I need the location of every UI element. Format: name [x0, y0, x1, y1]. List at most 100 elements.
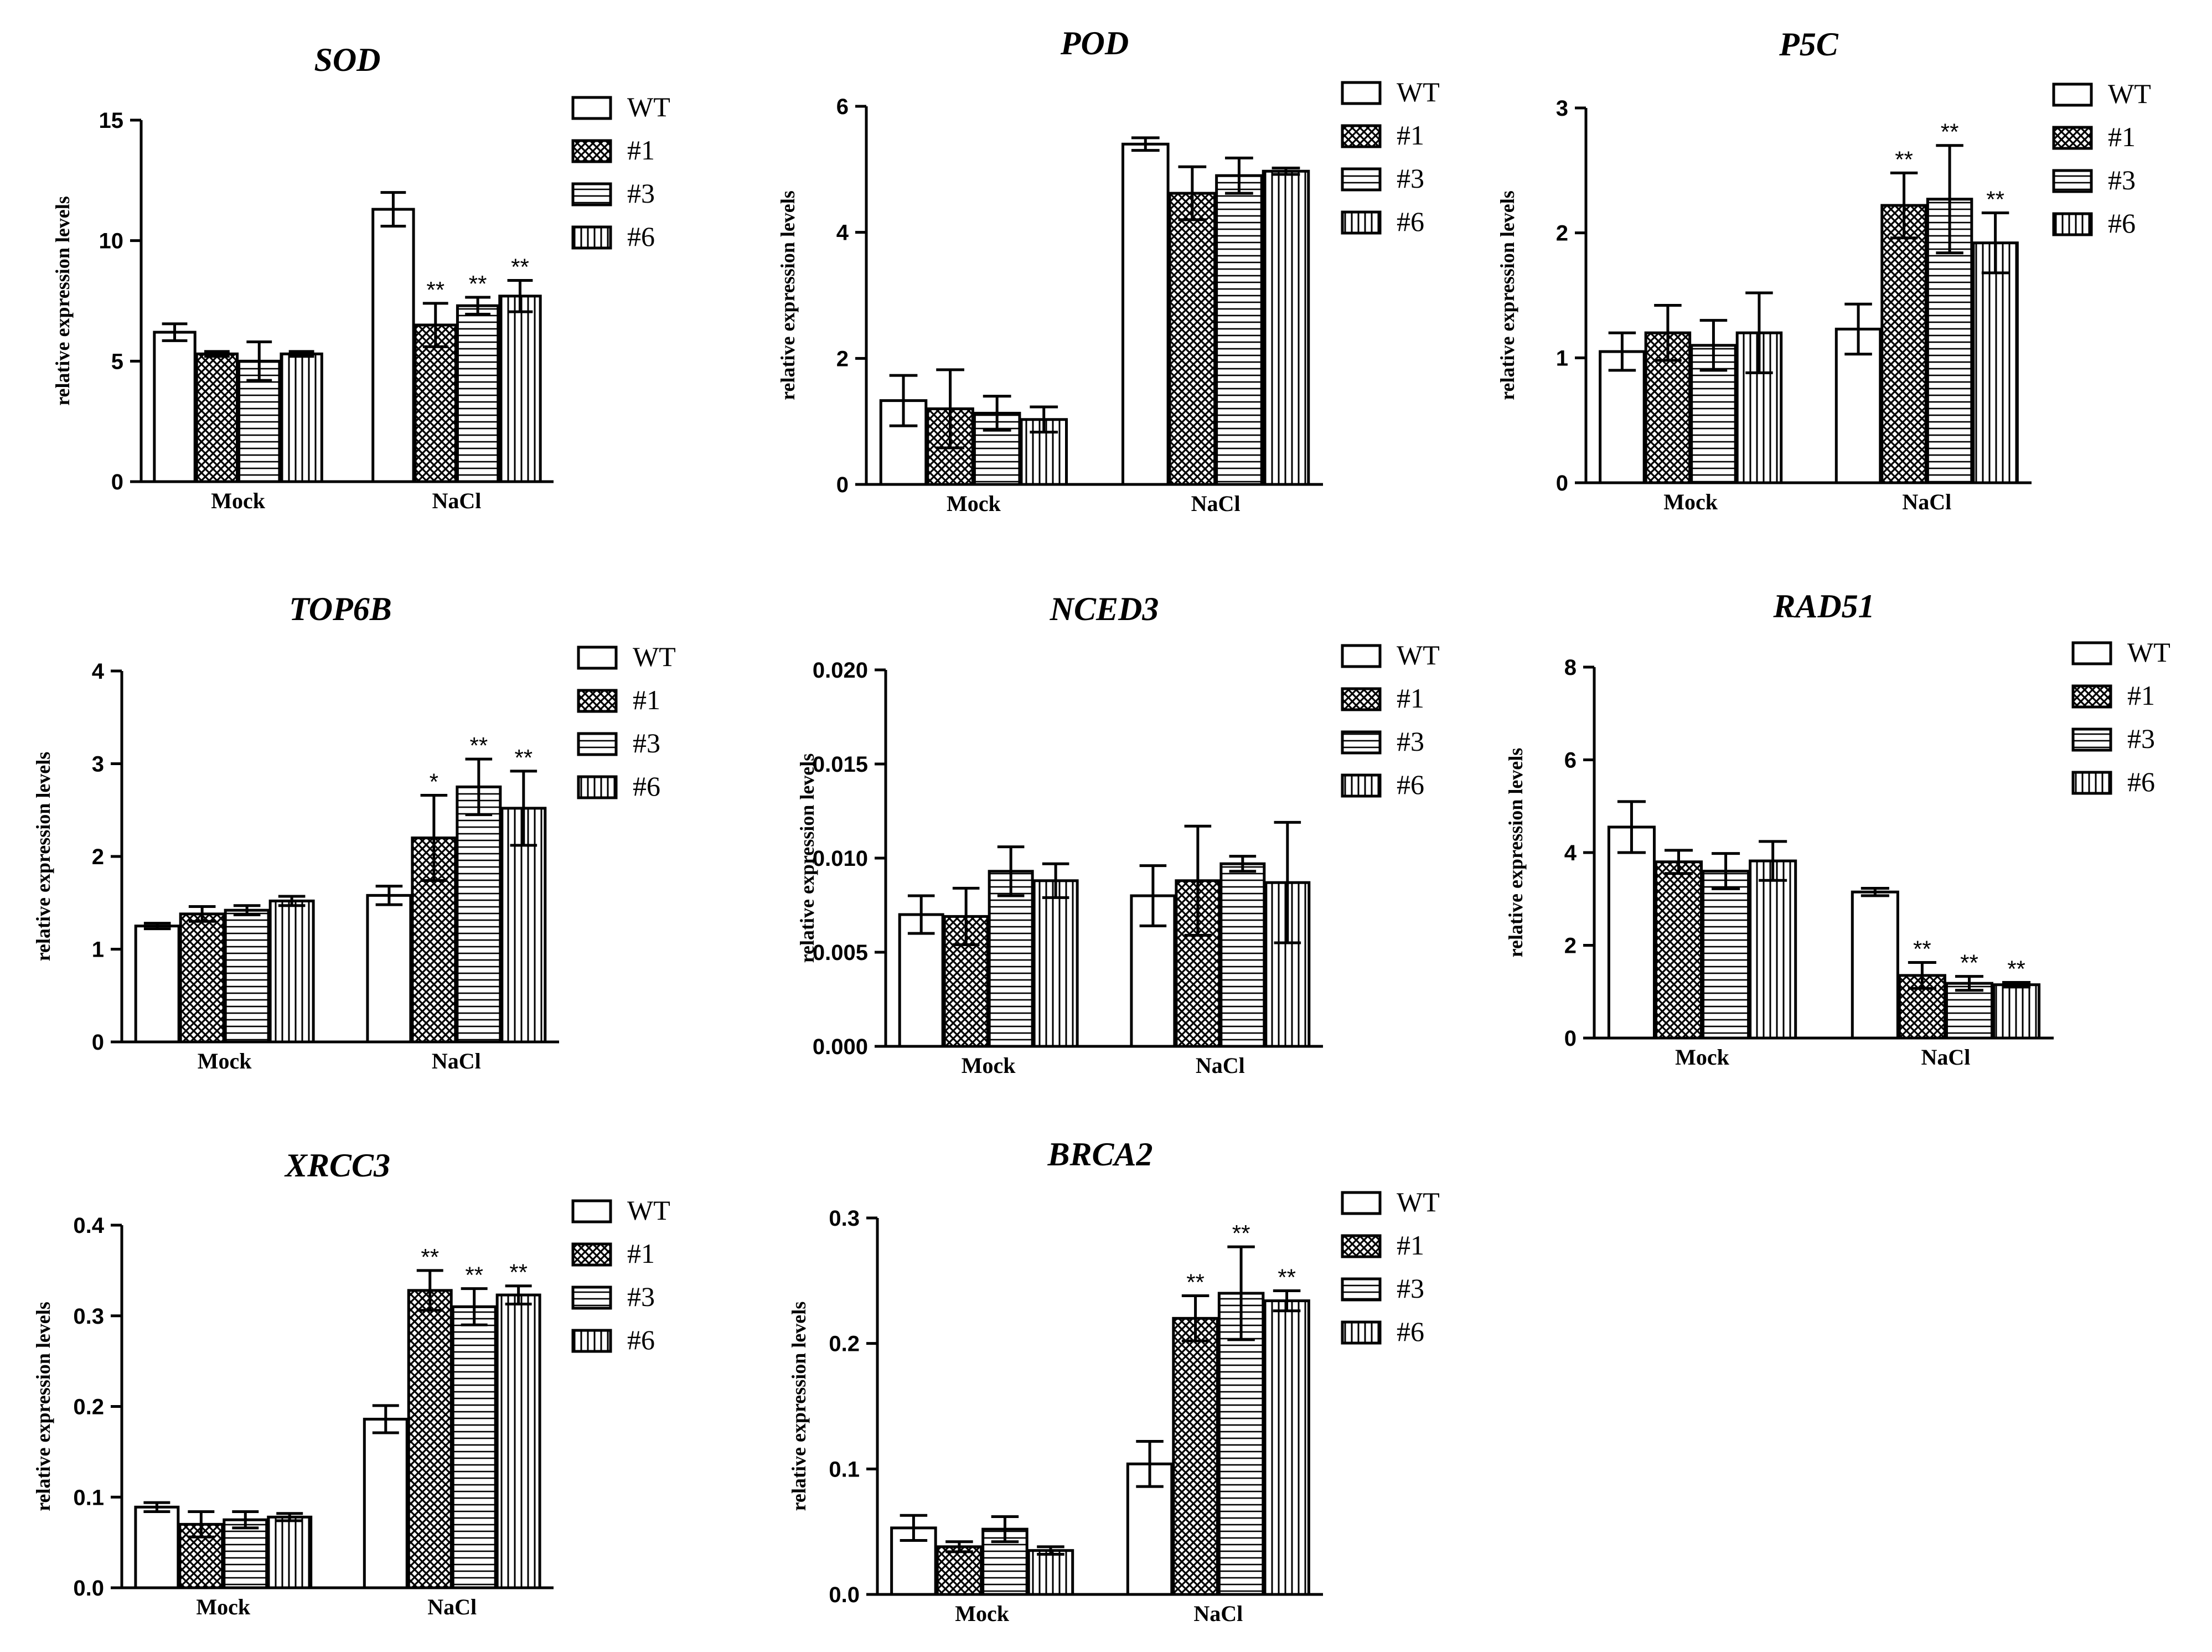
legend-swatch-1 — [1341, 1234, 1382, 1258]
legend-swatch-6 — [2052, 212, 2093, 236]
legend-swatch-1 — [1341, 687, 1382, 711]
legend-label: #1 — [2127, 680, 2155, 711]
legend-swatch-wt — [577, 646, 618, 670]
legend-label: #1 — [627, 135, 655, 166]
legend-label: #6 — [627, 1324, 655, 1355]
x-category-label: NaCl — [427, 1594, 477, 1619]
y-tick-label: 0.2 — [73, 1395, 104, 1419]
y-axis-label: relative expression levels — [796, 753, 818, 963]
y-tick-label: 8 — [1564, 655, 1577, 680]
chart-title: NCED3 — [1050, 591, 1159, 627]
bar-mock-wt — [1607, 825, 1656, 1040]
legend-label: #3 — [633, 727, 660, 758]
chart-panel-top6b: TOP6B relative expression levels 0 1 2 3 4 Mock… — [32, 591, 676, 1073]
legend-label: WT — [1397, 639, 1440, 670]
significance-label: * — [430, 768, 438, 794]
x-category-label: NaCl — [432, 1049, 481, 1073]
bar-mock-wt — [898, 913, 944, 1048]
bar-nacl-1 — [1880, 204, 1927, 484]
chart-legend: WT #1 #3 #6 — [571, 91, 670, 252]
legend-swatch-wt — [2071, 641, 2112, 665]
legend-swatch-wt — [2052, 82, 2093, 107]
bar-nacl-3 — [1217, 1292, 1265, 1596]
significance-label: ** — [2007, 956, 2025, 982]
chart-panel-brca2: BRCA2 relative expression levels 0.0 0.1 0.2… — [788, 1136, 1440, 1626]
bar-nacl-3 — [456, 304, 500, 483]
chart-legend: WT #1 #3 #6 — [577, 641, 676, 802]
significance-label: ** — [1186, 1269, 1205, 1295]
legend-swatch-1 — [571, 1242, 612, 1267]
legend-label: #3 — [2108, 164, 2136, 195]
legend-swatch-wt — [571, 96, 612, 120]
legend-swatch-1 — [1341, 124, 1382, 148]
y-tick-label: 3 — [1556, 96, 1568, 121]
legend-swatch-wt — [1341, 1191, 1382, 1215]
legend-swatch-1 — [571, 139, 612, 163]
bar-mock-1 — [1654, 860, 1703, 1040]
y-tick-label: 2 — [92, 845, 104, 869]
significance-label: ** — [514, 745, 533, 771]
x-category-label: Mock — [198, 1049, 252, 1073]
legend-label: WT — [633, 641, 676, 672]
y-tick-label: 2 — [1556, 221, 1568, 246]
legend-swatch-1 — [577, 689, 618, 713]
bar-nacl-6 — [1972, 241, 2019, 484]
bar-nacl-wt — [366, 894, 412, 1044]
y-tick-label: 0 — [1564, 1026, 1577, 1051]
legend-swatch-3 — [1341, 1277, 1382, 1302]
y-tick-label: 0.005 — [813, 941, 868, 965]
y-tick-label: 6 — [1564, 748, 1577, 773]
significance-label: ** — [1960, 950, 1978, 976]
chart-title: RAD51 — [1772, 588, 1874, 624]
y-tick-label: 0.015 — [813, 752, 868, 777]
legend-label: #1 — [1397, 683, 1424, 714]
legend-swatch-6 — [571, 225, 612, 250]
legend-label: #6 — [1397, 1316, 1424, 1347]
y-axis-label: relative expression levels — [51, 196, 74, 406]
y-axis-label: relative expression levels — [788, 1302, 810, 1511]
bar-nacl-6 — [500, 807, 547, 1044]
y-axis-label: relative expression levels — [1496, 190, 1518, 400]
significance-label: ** — [511, 254, 529, 280]
significance-label: ** — [1895, 146, 1913, 172]
x-category-label: NaCl — [432, 488, 481, 513]
bar-mock-3 — [224, 908, 270, 1044]
x-category-label: NaCl — [1902, 489, 1951, 514]
legend-label: #3 — [1397, 163, 1424, 194]
chart-legend: WT #1 #3 #6 — [2052, 78, 2151, 239]
bar-mock-wt — [153, 331, 197, 483]
bar-nacl-wt — [371, 208, 415, 483]
significance-label: ** — [421, 1244, 439, 1270]
legend-swatch-3 — [1341, 167, 1382, 192]
bar-mock-wt — [1599, 350, 1646, 484]
chart-panel-rad51: RAD51 relative expression levels 0 2 4 6 8 Mock… — [1505, 588, 2170, 1070]
y-tick-label: 0 — [836, 473, 849, 497]
bar-mock-6 — [1027, 1549, 1074, 1596]
y-tick-label: 3 — [92, 752, 104, 777]
legend-label: #3 — [627, 178, 655, 209]
y-tick-label: 2 — [1564, 934, 1577, 958]
chart-panel-nced3: NCED3 relative expression levels 0.000 0.00… — [796, 591, 1440, 1078]
y-tick-label: 0.010 — [813, 846, 868, 871]
bar-nacl-1 — [407, 1289, 453, 1589]
legend-label: #6 — [1397, 206, 1424, 237]
bar-mock-1 — [179, 912, 225, 1044]
y-tick-label: 2 — [836, 347, 849, 371]
bar-mock-wt — [134, 925, 180, 1044]
bar-mock-6 — [1032, 879, 1079, 1048]
significance-label: ** — [1232, 1220, 1250, 1246]
significance-label: ** — [426, 277, 445, 303]
bar-nacl-3 — [456, 785, 502, 1044]
legend-label: #6 — [2108, 208, 2136, 239]
chart-panel-p5c: P5C relative expression levels 0 1 2 3 Mock ** *… — [1496, 26, 2151, 514]
bar-nacl-3 — [1219, 862, 1266, 1048]
legend-swatch-6 — [577, 775, 618, 799]
bar-mock-wt — [879, 399, 928, 486]
bar-nacl-3 — [1945, 982, 1994, 1040]
y-tick-label: 10 — [99, 229, 124, 254]
chart-legend: WT #1 #3 #6 — [1341, 76, 1440, 237]
legend-swatch-3 — [2071, 727, 2112, 752]
chart-title: XRCC3 — [284, 1147, 390, 1184]
chart-title: POD — [1060, 25, 1129, 61]
legend-label: #6 — [627, 221, 655, 252]
